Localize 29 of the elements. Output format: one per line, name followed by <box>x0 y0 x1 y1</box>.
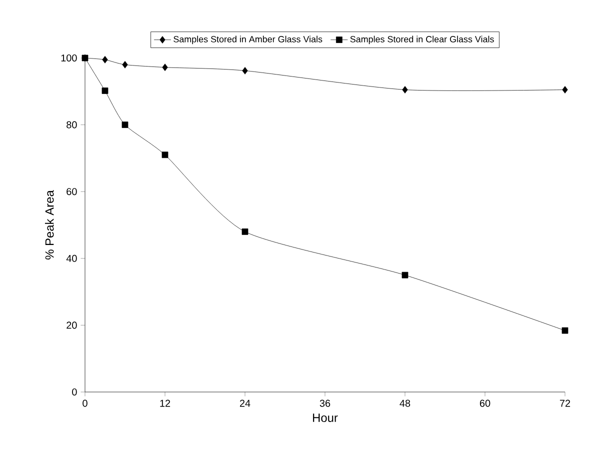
point <box>102 88 108 94</box>
x-axis-title: Hour <box>313 414 338 422</box>
point <box>162 152 168 158</box>
point <box>122 60 128 68</box>
x-tick-label: 48 <box>400 400 410 407</box>
y-tick-label: 20 <box>66 322 77 329</box>
y-tick-label: 40 <box>66 254 77 262</box>
point <box>122 122 128 128</box>
legend-label: Samples Stored in Clear Glass Vials <box>350 36 494 44</box>
point <box>402 86 408 94</box>
point <box>242 67 248 74</box>
x-tick-label: 0 <box>82 400 88 407</box>
y-tick-label: 60 <box>66 188 77 196</box>
legend-label: Samples Stored in Amber Glass Vials <box>174 36 322 44</box>
x-tick-label: 72 <box>560 400 570 407</box>
x-tick-label: 24 <box>240 400 250 407</box>
point <box>102 56 108 64</box>
point <box>242 228 248 235</box>
point <box>562 327 568 334</box>
x-tick-label: 36 <box>320 400 330 407</box>
point <box>562 86 568 94</box>
y-tick-label: 100 <box>61 54 77 62</box>
point <box>402 272 408 278</box>
y-tick-label: 0 <box>72 388 77 396</box>
point <box>162 64 168 72</box>
x-tick-label: 60 <box>480 400 490 407</box>
y-axis-title: % Peak Area <box>44 190 54 260</box>
y-tick-label: 80 <box>66 121 77 128</box>
x-tick-label: 12 <box>160 400 170 407</box>
